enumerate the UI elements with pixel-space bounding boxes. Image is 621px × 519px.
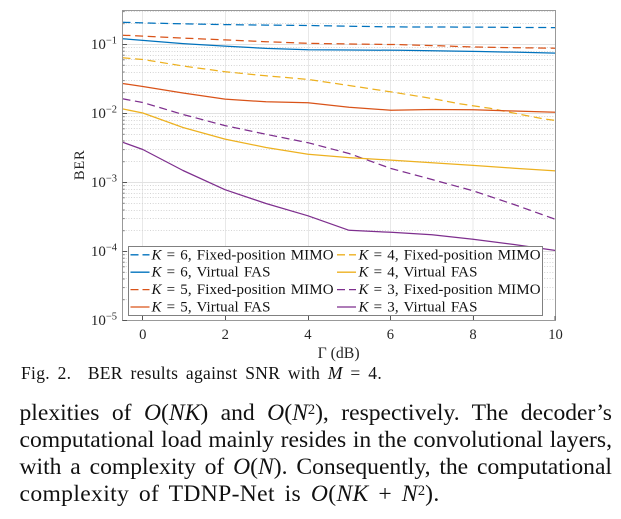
svg-text:10−4: 10−4 xyxy=(91,243,118,260)
svg-text:4: 4 xyxy=(304,327,312,343)
svg-text:2: 2 xyxy=(222,327,229,343)
svg-text:8: 8 xyxy=(469,327,476,343)
svg-text:Γ (dB): Γ (dB) xyxy=(318,345,360,362)
svg-text:K = 4, Fixed-position MIMO: K = 4, Fixed-position MIMO xyxy=(358,247,541,263)
svg-text:K = 3, Fixed-position MIMO: K = 3, Fixed-position MIMO xyxy=(358,282,541,298)
svg-text:0: 0 xyxy=(139,327,146,343)
svg-text:10−5: 10−5 xyxy=(91,312,117,329)
svg-text:K = 3, Virtual FAS: K = 3, Virtual FAS xyxy=(358,300,478,316)
svg-text:10: 10 xyxy=(548,327,563,343)
svg-text:10−2: 10−2 xyxy=(91,105,117,122)
svg-text:K = 5, Fixed-position MIMO: K = 5, Fixed-position MIMO xyxy=(151,282,334,298)
svg-text:10−1: 10−1 xyxy=(91,36,117,53)
svg-text:BER: BER xyxy=(72,149,88,180)
svg-text:K = 6, Fixed-position MIMO: K = 6, Fixed-position MIMO xyxy=(151,247,334,263)
svg-text:K = 4, Virtual FAS: K = 4, Virtual FAS xyxy=(358,265,478,281)
svg-text:K = 5, Virtual FAS: K = 5, Virtual FAS xyxy=(151,300,271,316)
svg-text:10−3: 10−3 xyxy=(91,174,117,191)
svg-text:6: 6 xyxy=(387,327,394,343)
svg-text:K = 6, Virtual FAS: K = 6, Virtual FAS xyxy=(151,265,271,281)
